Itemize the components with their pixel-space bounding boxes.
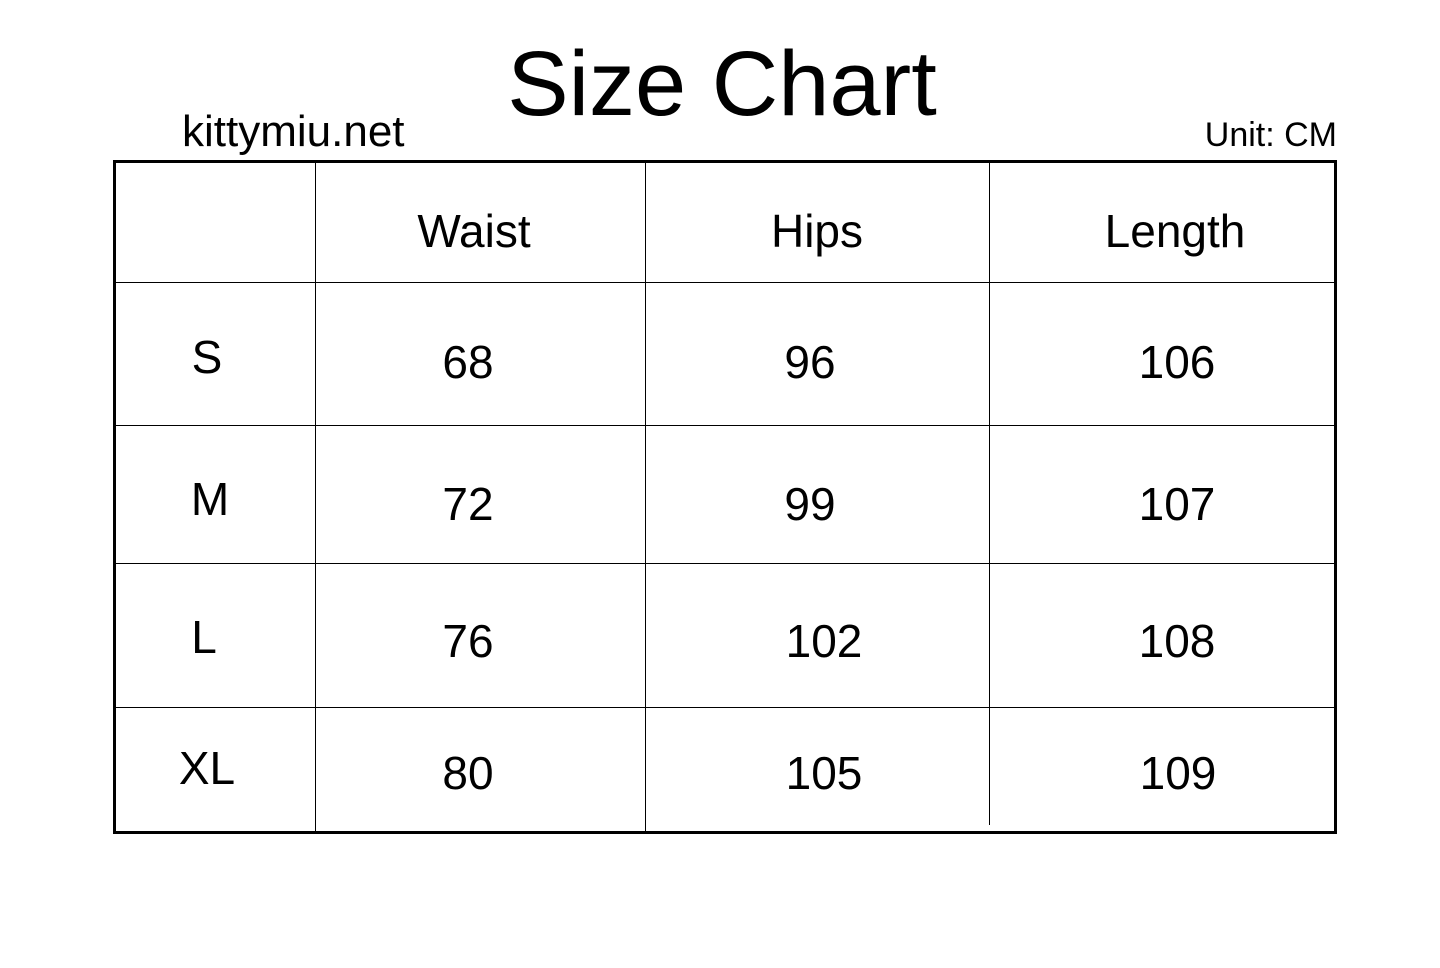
column-divider bbox=[645, 163, 646, 831]
row-divider bbox=[116, 707, 1334, 708]
hips-value: 96 bbox=[784, 336, 836, 388]
length-value: 108 bbox=[1138, 615, 1216, 667]
unit-label: Unit: CM bbox=[1204, 116, 1337, 154]
header-waist: Waist bbox=[417, 205, 531, 257]
column-divider bbox=[989, 163, 990, 825]
waist-value: 72 bbox=[442, 478, 494, 530]
site-name: kittymiu.net bbox=[182, 107, 405, 156]
header-hips: Hips bbox=[770, 205, 864, 257]
page-title: Size Chart bbox=[507, 33, 937, 135]
size-label: S bbox=[191, 331, 223, 383]
length-value: 106 bbox=[1138, 336, 1216, 388]
row-divider bbox=[116, 425, 1334, 426]
row-divider bbox=[116, 282, 1334, 283]
size-label: M bbox=[190, 473, 230, 525]
size-label: XL bbox=[178, 742, 236, 794]
length-value: 109 bbox=[1139, 747, 1217, 799]
row-divider bbox=[116, 563, 1334, 564]
hips-value: 105 bbox=[785, 747, 863, 799]
size-label: L bbox=[191, 611, 217, 663]
waist-value: 68 bbox=[442, 336, 494, 388]
size-table bbox=[113, 160, 1337, 834]
header-length: Length bbox=[1104, 205, 1246, 257]
waist-value: 76 bbox=[442, 615, 494, 667]
waist-value: 80 bbox=[442, 747, 494, 799]
length-value: 107 bbox=[1138, 478, 1216, 530]
hips-value: 99 bbox=[784, 478, 836, 530]
hips-value: 102 bbox=[785, 615, 863, 667]
column-divider bbox=[315, 163, 316, 831]
